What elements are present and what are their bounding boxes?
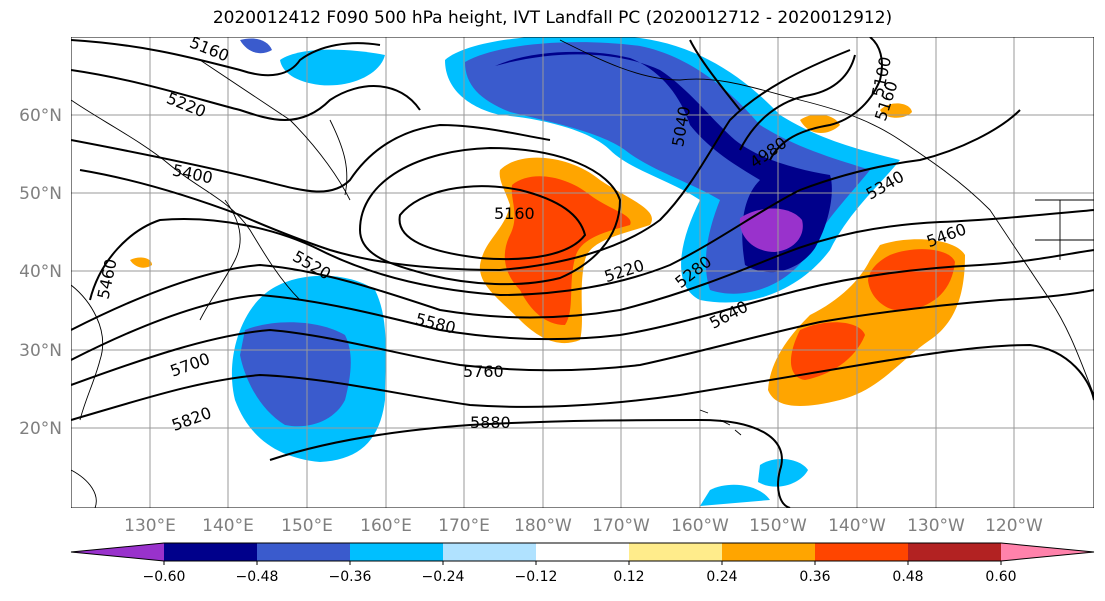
colorbar-swatch <box>350 543 443 561</box>
colorbar-swatch <box>908 543 1001 561</box>
contour-label: 5760 <box>463 362 504 381</box>
map-panel: 5160 5220 5400 5520 5460 5580 5700 5760 … <box>71 37 1094 508</box>
colorbar-swatch <box>257 543 350 561</box>
colorbar-swatch <box>1001 543 1094 561</box>
lon-label: 140°E <box>202 516 254 536</box>
colorbar-level-label: −0.12 <box>515 569 558 585</box>
colorbar: −0.60 −0.48 −0.36 −0.24 −0.12 0.12 0.24 0.36 0.4… <box>70 542 1095 585</box>
colorbar-level-label: 0.24 <box>706 569 737 585</box>
negative-anomaly-north <box>445 37 900 506</box>
lon-label: 150°E <box>281 516 333 536</box>
colorbar-level-label: 0.12 <box>613 569 644 585</box>
colorbar-swatch <box>71 543 164 561</box>
lon-label: 150°W <box>749 516 807 536</box>
height-contours <box>71 37 1094 508</box>
lat-label: 30°N <box>19 341 62 361</box>
lon-label: 130°E <box>124 516 176 536</box>
lon-label: 170°E <box>438 516 490 536</box>
colorbar-swatch <box>629 543 722 561</box>
contour-label: 5880 <box>470 413 511 432</box>
lon-label: 180°W <box>514 516 572 536</box>
lon-label: 120°W <box>985 516 1043 536</box>
colorbar-level-label: 0.60 <box>985 569 1016 585</box>
lon-label: 130°W <box>907 516 965 536</box>
lat-label: 60°N <box>19 106 62 126</box>
graticule <box>71 37 1094 508</box>
lon-label: 170°W <box>592 516 650 536</box>
lon-label: 140°W <box>828 516 886 536</box>
colorbar-swatch <box>815 543 908 561</box>
lat-label: 20°N <box>19 419 62 439</box>
lat-label: 40°N <box>19 262 62 282</box>
colorbar-level-label: −0.24 <box>422 569 465 585</box>
positive-anomaly-east <box>768 239 965 406</box>
contour-label: 5160 <box>494 204 535 223</box>
negative-anomaly-west <box>231 38 386 462</box>
colorbar-level-label: 0.36 <box>799 569 830 585</box>
lat-axis-labels: 60°N 50°N 40°N 30°N 20°N <box>19 106 62 439</box>
colorbar-level-label: −0.60 <box>143 569 186 585</box>
positive-anomaly-central <box>130 103 912 344</box>
lon-label: 160°W <box>671 516 729 536</box>
colorbar-swatch <box>722 543 815 561</box>
plot-title: 2020012412 F090 500 hPa height, IVT Land… <box>212 8 893 28</box>
lon-axis-labels: 130°E 140°E 150°E 160°E 170°E 180°W 170°… <box>124 516 1043 536</box>
lon-label: 160°E <box>360 516 412 536</box>
colorbar-level-label: −0.36 <box>329 569 372 585</box>
colorbar-swatch <box>536 543 629 561</box>
colorbar-swatch <box>164 543 257 561</box>
colorbar-swatch <box>443 543 536 561</box>
colorbar-level-label: −0.48 <box>236 569 279 585</box>
lat-label: 50°N <box>19 184 62 204</box>
colorbar-level-label: 0.48 <box>892 569 923 585</box>
